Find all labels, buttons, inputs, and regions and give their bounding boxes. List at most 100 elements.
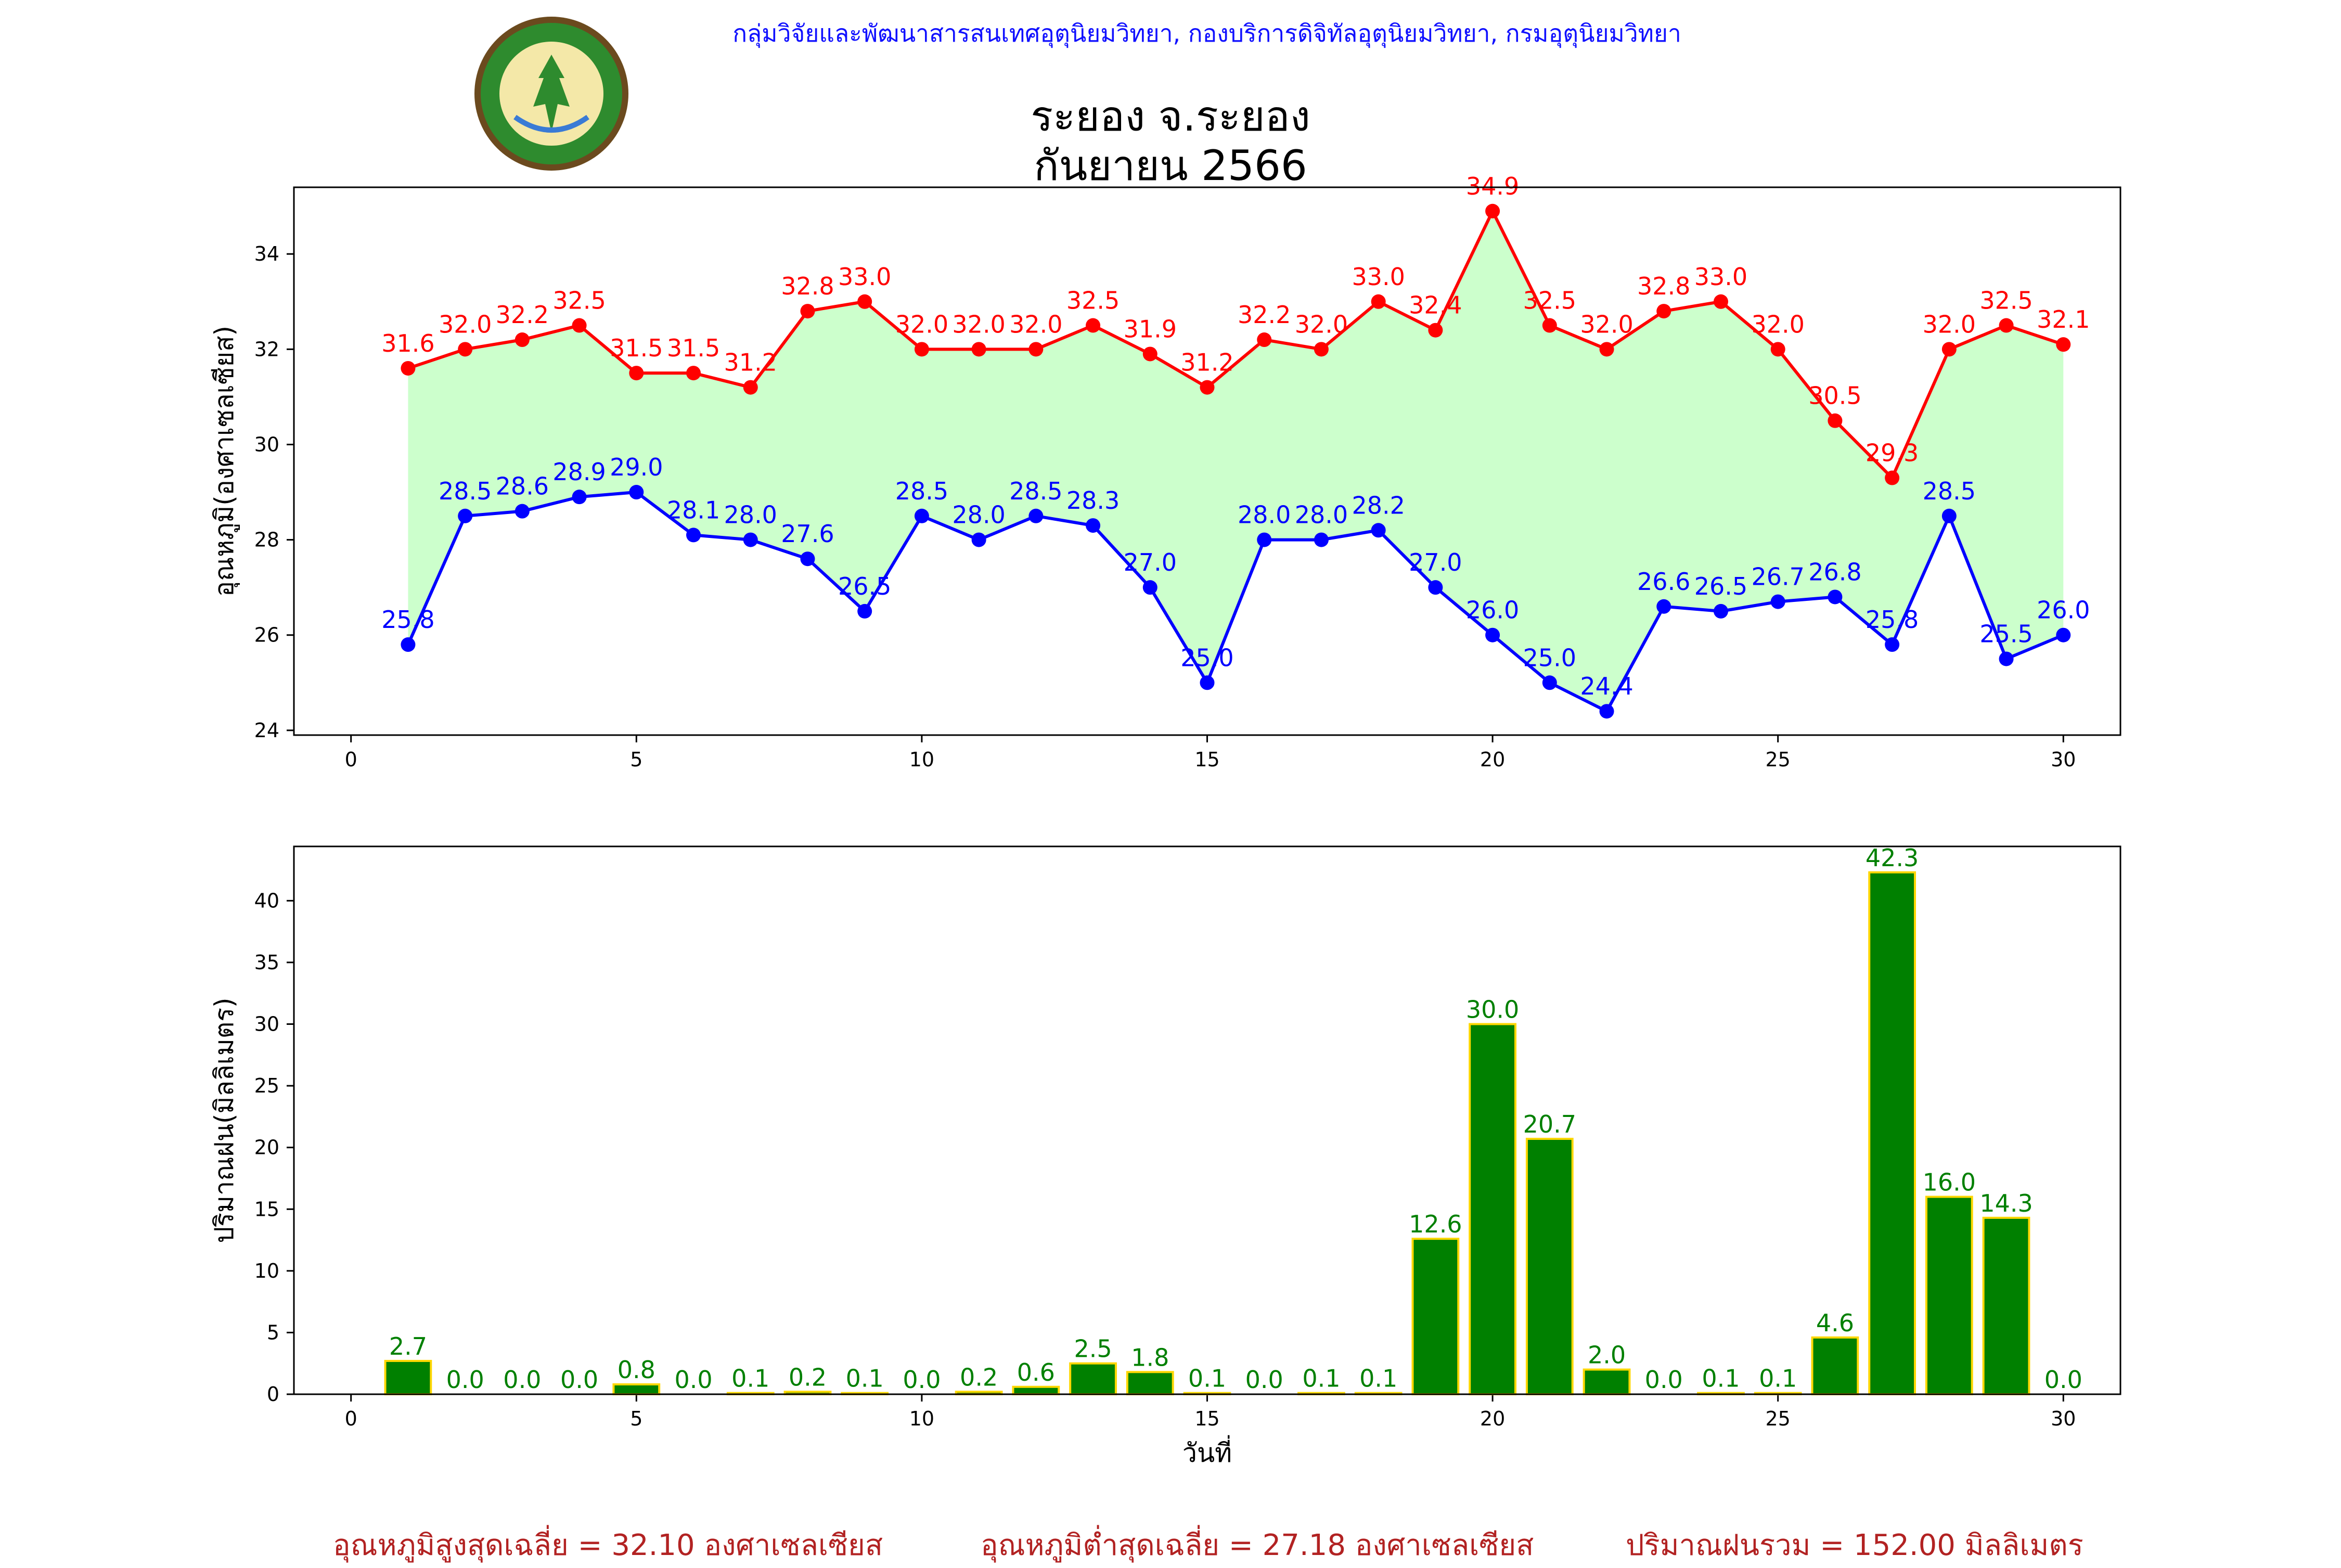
y-tick-label: 20 <box>254 1136 279 1159</box>
max-temp-point <box>914 342 929 357</box>
max-temp-point <box>857 294 872 309</box>
max-temp-label: 31.2 <box>1180 349 1233 377</box>
min-temp-point <box>514 504 530 519</box>
max-temp-point <box>1428 323 1443 338</box>
rain-label: 0.0 <box>674 1366 712 1394</box>
max-temp-label: 32.8 <box>1637 272 1690 300</box>
chart-title: ระยอง จ.ระยอง <box>1031 92 1310 140</box>
x-tick-label: 30 <box>2051 748 2076 771</box>
min-temp-label: 26.5 <box>1694 572 1747 600</box>
rain-label: 20.7 <box>1523 1110 1576 1138</box>
min-temp-point <box>1485 627 1500 642</box>
min-temp-point <box>686 528 701 543</box>
min-temp-label: 28.6 <box>496 472 549 500</box>
min-temp-point <box>1770 594 1785 609</box>
y-tick-label: 35 <box>254 951 279 974</box>
min-temp-point <box>401 637 416 652</box>
rain-label: 0.1 <box>731 1365 769 1393</box>
max-temp-label: 30.5 <box>1808 382 1861 410</box>
rain-label: 0.2 <box>960 1363 998 1391</box>
rain-label: 0.1 <box>1702 1365 1740 1393</box>
y-tick-label: 5 <box>267 1321 279 1344</box>
rain-bar <box>1411 1238 1460 1396</box>
min-temp-label: 25.0 <box>1180 644 1233 672</box>
min-temp-label: 25.0 <box>1523 644 1576 672</box>
y-tick-label: 34 <box>254 242 279 265</box>
max-temp-label: 32.0 <box>1295 310 1348 338</box>
rain-bar <box>1069 1362 1117 1396</box>
min-temp-label: 26.6 <box>1637 568 1690 596</box>
y-tick-label: 28 <box>254 529 279 551</box>
rain-bar <box>1583 1368 1631 1396</box>
y-tick-label: 15 <box>254 1198 279 1220</box>
logo-water <box>513 114 589 133</box>
min-temp-label: 24.4 <box>1580 672 1633 700</box>
rain-label: 30.0 <box>1466 996 1519 1024</box>
y-tick-label: 40 <box>254 889 279 912</box>
max-temp-label: 32.5 <box>1523 287 1576 315</box>
x-tick-label: 5 <box>630 1407 642 1430</box>
max-temp-point <box>1028 342 1044 357</box>
x-tick-label: 5 <box>630 748 642 771</box>
x-tick-label: 30 <box>2051 1407 2076 1430</box>
min-temp-point <box>1086 518 1101 533</box>
min-temp-point <box>1599 704 1614 719</box>
rain-bar <box>384 1359 432 1396</box>
max-temp-label: 33.0 <box>838 263 891 291</box>
x-tick-label: 15 <box>1194 1407 1219 1430</box>
min-temp-point <box>1713 603 1728 619</box>
y-axis-label: อุณหภูมิ(องศาเซลเซียส) <box>209 326 240 597</box>
rain-bar <box>1811 1336 1859 1396</box>
rain-label: 0.0 <box>1245 1366 1283 1394</box>
department-logo <box>474 17 628 171</box>
max-temp-label: 32.8 <box>781 272 834 300</box>
max-temp-point <box>1599 342 1614 357</box>
min-temp-point <box>1142 580 1157 595</box>
rain-label: 0.0 <box>903 1366 941 1394</box>
y-tick-label: 26 <box>254 624 279 647</box>
max-temp-point <box>1086 318 1101 333</box>
min-temp-label: 26.0 <box>2037 596 2090 624</box>
min-temp-point <box>1428 580 1443 595</box>
rain-bar <box>1012 1385 1060 1395</box>
max-temp-label: 32.5 <box>1979 287 2033 315</box>
rain-bar <box>1925 1196 1973 1395</box>
rain-label: 0.0 <box>446 1366 484 1394</box>
max-temp-point <box>1542 318 1557 333</box>
min-temp-point <box>458 508 473 523</box>
max-temp-label: 32.0 <box>1923 310 1976 338</box>
min-temp-label: 28.0 <box>1238 501 1291 529</box>
min-temp-point <box>1999 651 2014 666</box>
y-tick-label: 24 <box>254 719 279 742</box>
plot-frame <box>293 845 2121 1395</box>
rain-label: 0.1 <box>1759 1365 1797 1393</box>
min-temp-point <box>857 603 872 619</box>
min-temp-label: 28.5 <box>1923 477 1976 505</box>
min-temp-label: 28.0 <box>1295 501 1348 529</box>
x-tick-label: 20 <box>1480 748 1505 771</box>
rain-label: 0.8 <box>618 1356 655 1384</box>
min-temp-point <box>1941 508 1957 523</box>
min-temp-label: 29.0 <box>610 453 663 481</box>
max-temp-line <box>407 207 2064 481</box>
rain-bar <box>1469 1023 1516 1396</box>
min-temp-point <box>743 532 758 547</box>
max-temp-point <box>629 366 644 381</box>
max-temp-point <box>1200 380 1215 395</box>
max-temp-label: 32.5 <box>552 287 606 315</box>
max-temp-point <box>401 361 416 376</box>
max-temp-point <box>1656 304 1671 319</box>
rain-label: 14.3 <box>1979 1189 2033 1217</box>
max-temp-label: 32.1 <box>2037 305 2090 333</box>
rain-bar <box>1982 1216 2030 1396</box>
y-axis-label: ปริมาณฝน(มิลลิเมตร) <box>209 997 239 1243</box>
y-tick-label: 10 <box>254 1259 279 1282</box>
max-temp-point <box>1314 342 1329 357</box>
rain-bar <box>612 1383 661 1396</box>
max-temp-point <box>1828 413 1843 428</box>
min-temp-label: 28.3 <box>1066 486 1120 515</box>
plot-frame <box>293 186 2121 736</box>
logo-deity-figure <box>533 55 570 133</box>
rain-label: 42.3 <box>1866 844 1919 872</box>
x-tick-label: 15 <box>1194 748 1219 771</box>
